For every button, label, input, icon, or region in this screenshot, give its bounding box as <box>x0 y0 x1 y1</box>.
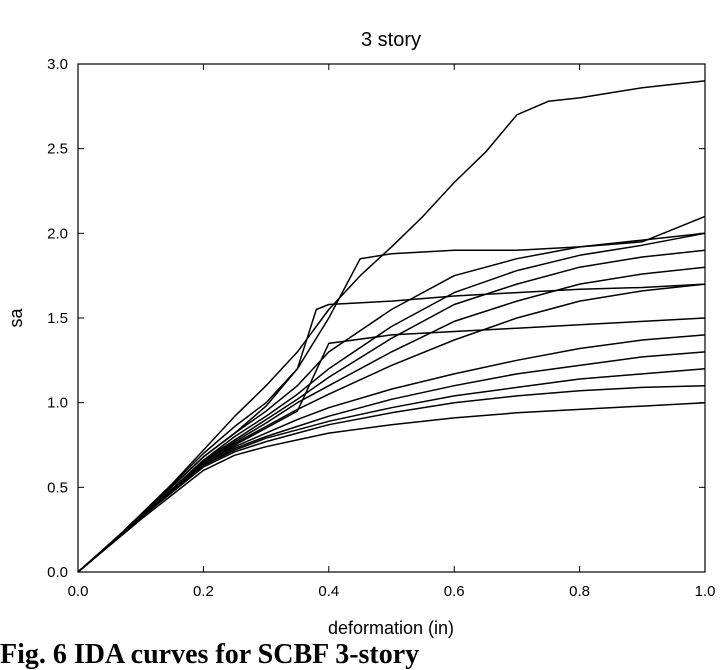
x-tick-label: 0.6 <box>444 583 465 600</box>
x-tick-label: 0.2 <box>193 583 214 600</box>
x-tick-label: 0.8 <box>569 583 590 600</box>
ida-curve-6 <box>77 249 706 573</box>
y-axis-label: sa <box>6 308 26 328</box>
ida-curve-4 <box>77 232 706 573</box>
ida-curve-7 <box>77 266 706 573</box>
y-tick-label: 2.0 <box>47 225 68 242</box>
ida-curve-8 <box>77 283 706 573</box>
y-tick-label: 2.5 <box>47 141 68 158</box>
x-tick-labels: 0.0 0.2 0.4 0.6 0.8 1.0 <box>68 583 716 600</box>
y-tick-labels: 0.0 0.5 1.0 1.5 2.0 2.5 3.0 <box>47 56 68 581</box>
plot-frame <box>77 63 706 573</box>
ida-curve-11 <box>77 351 706 573</box>
y-tick-label: 1.0 <box>47 395 68 412</box>
figure-caption: Fig. 6 IDA curves for SCBF 3-story <box>0 640 420 670</box>
x-tick-label: 1.0 <box>695 583 716 600</box>
y-tick-label: 3.0 <box>47 56 68 73</box>
y-tick-label: 0.5 <box>47 479 68 496</box>
x-tick-label: 0.4 <box>318 583 339 600</box>
y-tick-label: 0.0 <box>47 564 68 581</box>
ida-curve-2 <box>77 215 706 573</box>
ida-curves <box>77 80 706 573</box>
chart-title: 3 story <box>361 29 421 51</box>
ida-chart: 3 story 0.00.51.01.52.02.53.0 0.0 0.2 0.4 0… <box>6 29 716 638</box>
x-axis-label: deformation (in) <box>328 618 454 638</box>
ida-curve-5 <box>77 232 706 573</box>
ida-curve-1 <box>77 80 706 573</box>
x-tick-label: 0.0 <box>68 583 89 600</box>
ida-curve-9 <box>77 317 706 573</box>
ida-curve-13 <box>77 384 706 573</box>
ida-curve-10 <box>77 334 706 573</box>
y-tick-label: 1.5 <box>47 310 68 327</box>
ida-curve-12 <box>77 368 706 573</box>
ida-curve-14 <box>77 401 706 573</box>
